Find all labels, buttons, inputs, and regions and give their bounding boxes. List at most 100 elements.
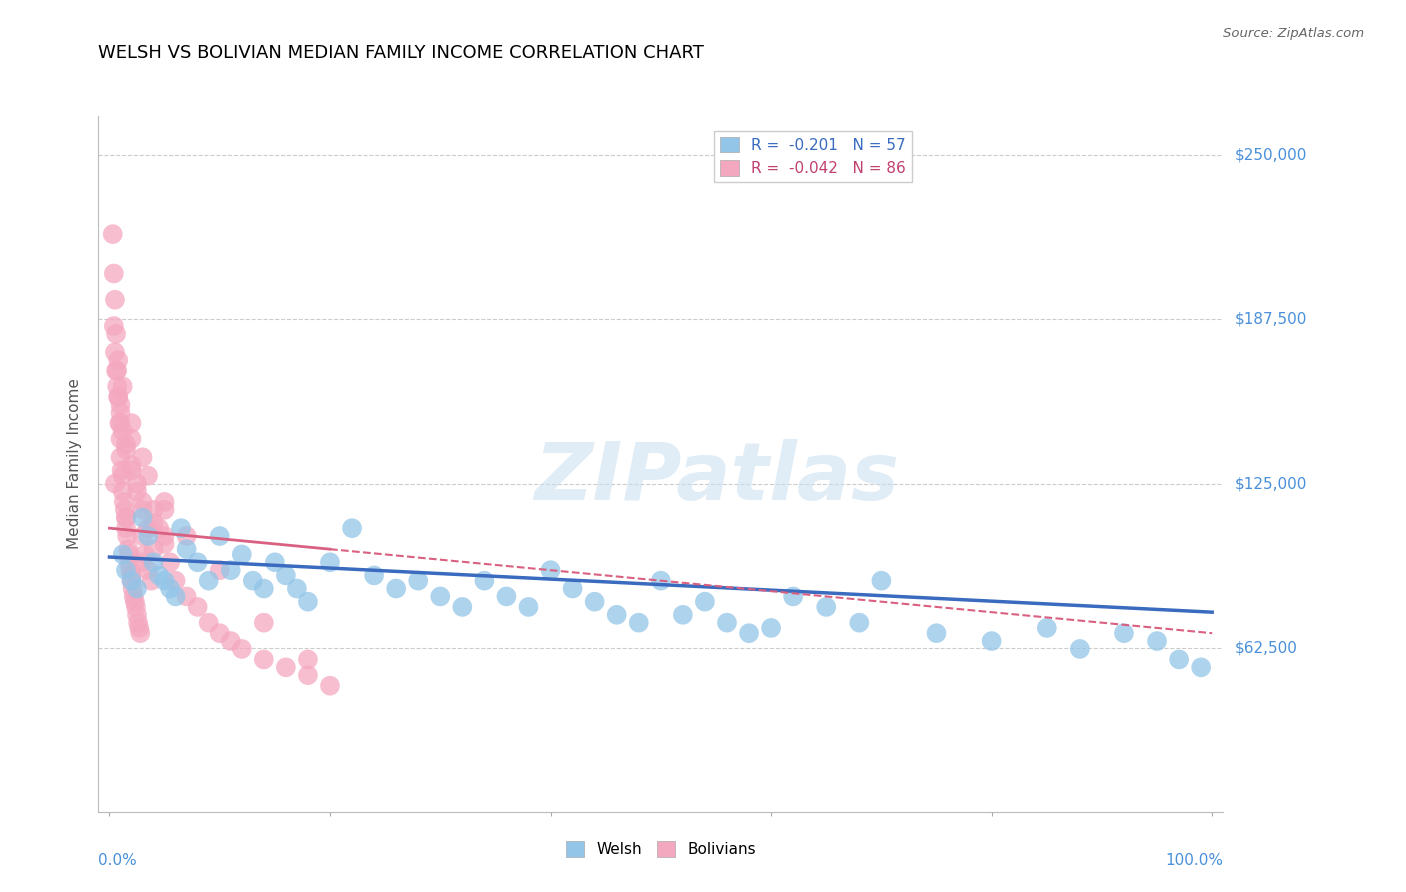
Point (159, 582, 181, 596)
Point (1069, 642, 1091, 657)
Point (125, 607, 148, 622)
Point (121, 568, 143, 582)
Point (153, 537, 176, 551)
Point (111, 548, 134, 562)
Point (495, 590, 517, 604)
Point (125, 599, 148, 614)
Point (1189, 660, 1212, 674)
Text: ZIPatlas: ZIPatlas (534, 439, 900, 516)
Point (112, 495, 135, 509)
Point (107, 390, 129, 404)
Point (110, 432, 132, 446)
Point (125, 476, 148, 491)
Point (429, 590, 451, 604)
Point (131, 529, 153, 543)
Point (111, 468, 134, 483)
Point (136, 468, 159, 483)
Point (319, 555, 342, 569)
Point (131, 450, 153, 465)
Point (104, 293, 127, 307)
Text: 0.0%: 0.0% (98, 854, 138, 869)
Point (105, 379, 128, 393)
Point (517, 599, 540, 614)
Point (118, 548, 141, 562)
Point (115, 437, 138, 451)
Point (980, 634, 1002, 648)
Point (738, 626, 761, 640)
Point (111, 379, 134, 393)
Point (121, 416, 143, 430)
Point (385, 582, 408, 596)
Text: $187,500: $187,500 (1234, 312, 1306, 327)
Point (297, 668, 319, 682)
Point (131, 503, 153, 517)
Point (340, 521, 363, 535)
Point (153, 495, 176, 509)
Point (1168, 652, 1191, 666)
Point (108, 416, 131, 430)
Text: Source: ZipAtlas.com: Source: ZipAtlas.com (1223, 27, 1364, 40)
Point (110, 450, 132, 465)
Point (583, 595, 606, 609)
Point (117, 542, 139, 557)
Text: WELSH VS BOLIVIAN MEDIAN FAMILY INCOME CORRELATION CHART: WELSH VS BOLIVIAN MEDIAN FAMILY INCOME C… (98, 45, 704, 62)
Point (848, 615, 870, 630)
Point (131, 555, 153, 569)
Point (110, 406, 132, 420)
Point (110, 416, 132, 430)
Point (148, 521, 170, 535)
Point (121, 432, 143, 446)
Point (451, 599, 474, 614)
Point (759, 621, 782, 635)
Point (253, 652, 276, 666)
Point (128, 621, 150, 635)
Point (101, 227, 124, 241)
Point (153, 503, 176, 517)
Point (153, 574, 176, 588)
Point (125, 582, 148, 596)
Point (104, 476, 127, 491)
Point (110, 463, 132, 477)
Point (111, 424, 134, 438)
Point (650, 574, 672, 588)
Point (120, 563, 142, 577)
Point (297, 595, 319, 609)
Point (142, 542, 165, 557)
Point (153, 529, 176, 543)
Point (115, 442, 138, 457)
Point (561, 582, 583, 596)
Point (110, 398, 132, 412)
Point (114, 503, 136, 517)
Legend: Welsh, Bolivians: Welsh, Bolivians (560, 835, 762, 863)
Point (127, 615, 149, 630)
Point (274, 660, 297, 674)
Point (253, 582, 276, 596)
Point (285, 582, 308, 596)
Point (815, 599, 838, 614)
Point (176, 542, 198, 557)
Point (253, 615, 276, 630)
Point (105, 364, 128, 378)
Point (176, 529, 198, 543)
Point (142, 516, 165, 530)
Point (131, 510, 153, 524)
Point (540, 563, 562, 577)
Point (122, 590, 145, 604)
Point (124, 595, 146, 609)
Point (297, 652, 319, 666)
Point (208, 529, 231, 543)
Point (111, 484, 134, 499)
Y-axis label: Median Family Income: Median Family Income (67, 378, 83, 549)
Text: $250,000: $250,000 (1234, 148, 1306, 163)
Point (115, 563, 138, 577)
Point (103, 267, 125, 281)
Point (925, 626, 948, 640)
Point (1112, 626, 1135, 640)
Point (165, 590, 187, 604)
Text: 100.0%: 100.0% (1166, 854, 1223, 869)
Point (136, 529, 159, 543)
Point (208, 563, 231, 577)
Point (187, 555, 209, 569)
Point (115, 510, 138, 524)
Point (121, 574, 143, 588)
